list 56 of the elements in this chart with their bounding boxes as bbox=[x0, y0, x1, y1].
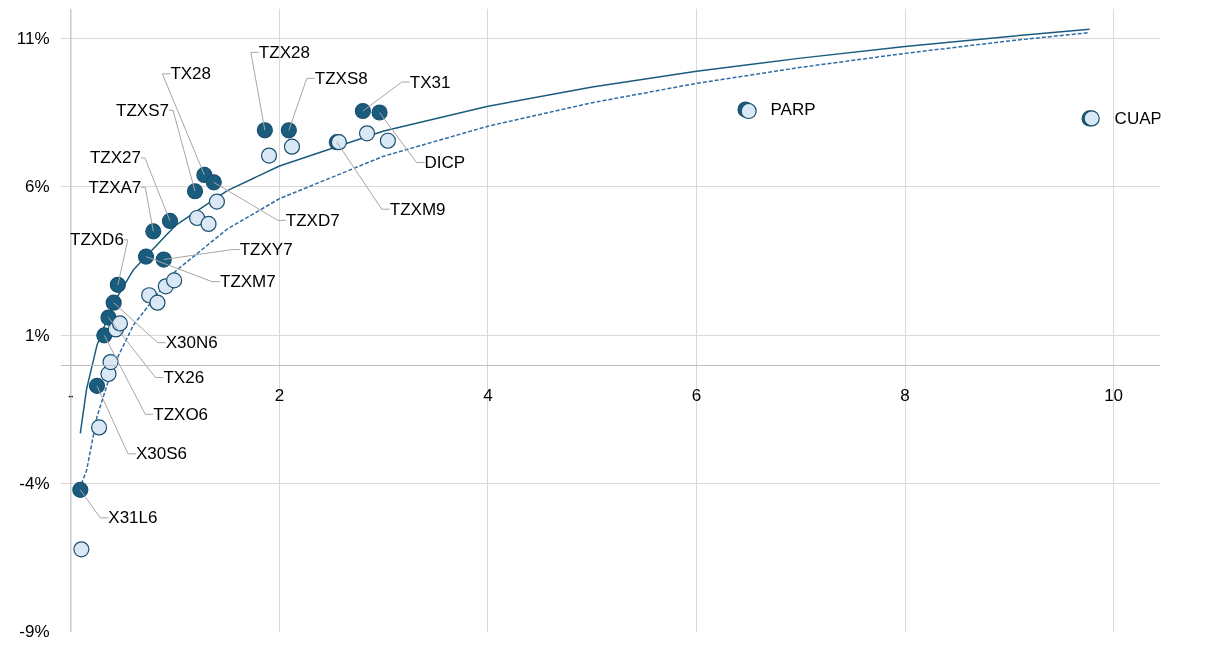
point bbox=[111, 315, 129, 332]
point bbox=[283, 138, 301, 155]
annotation: TX28 bbox=[170, 64, 212, 84]
annotation: TZXA7 bbox=[88, 177, 142, 197]
point bbox=[149, 294, 166, 311]
x-tick-label: 2 bbox=[274, 386, 285, 406]
annotation: TZXD6 bbox=[70, 230, 124, 250]
point bbox=[280, 122, 297, 139]
annotation: TZXM7 bbox=[220, 272, 276, 292]
annotation: X30N6 bbox=[165, 333, 218, 353]
annotation: PARP bbox=[770, 100, 816, 120]
x-tick-label: 6 bbox=[691, 386, 702, 406]
point bbox=[186, 183, 204, 200]
annotation: TZX27 bbox=[89, 148, 141, 168]
point bbox=[371, 104, 388, 121]
annotation: X30S6 bbox=[135, 444, 188, 464]
y-tick-label: -4% bbox=[19, 474, 50, 494]
y-tick-label: 1% bbox=[24, 325, 50, 345]
point bbox=[73, 541, 90, 558]
point bbox=[200, 215, 217, 233]
point bbox=[188, 209, 206, 227]
x-tick-label: 4 bbox=[483, 386, 493, 406]
annotation: CUAP bbox=[1114, 108, 1162, 128]
point bbox=[166, 272, 183, 289]
point bbox=[109, 276, 126, 293]
point bbox=[145, 223, 162, 240]
annotation: DICP bbox=[424, 153, 466, 172]
annotation: TZXO6 bbox=[153, 404, 209, 424]
point bbox=[161, 212, 179, 230]
annotation: TZXS8 bbox=[314, 68, 368, 88]
annotation: TZXS7 bbox=[116, 100, 170, 120]
point bbox=[208, 193, 225, 210]
annotation: TX26 bbox=[163, 368, 205, 388]
annotation: X31L6 bbox=[108, 508, 158, 528]
y-tick-label: 11% bbox=[16, 28, 50, 48]
y-tick-label: -9% bbox=[19, 621, 50, 641]
annotation: TZXD7 bbox=[285, 210, 340, 230]
annotation: TX31 bbox=[409, 72, 451, 92]
x-tick-label: 10 bbox=[1104, 386, 1124, 406]
point bbox=[260, 147, 278, 164]
point bbox=[256, 122, 273, 139]
point bbox=[379, 132, 396, 149]
point bbox=[88, 377, 106, 394]
annotation: TZXY7 bbox=[239, 240, 293, 260]
point bbox=[358, 125, 376, 142]
point bbox=[137, 248, 155, 265]
annotation: TZXM9 bbox=[389, 199, 446, 219]
point bbox=[205, 174, 222, 191]
point bbox=[105, 294, 122, 311]
x-tick-label: - bbox=[68, 386, 74, 406]
point bbox=[90, 419, 108, 436]
point bbox=[72, 481, 89, 498]
point bbox=[354, 102, 371, 120]
y-tick-label: 6% bbox=[24, 177, 50, 197]
annotation: TZX28 bbox=[258, 42, 310, 62]
x-tick-label: 8 bbox=[900, 386, 910, 406]
